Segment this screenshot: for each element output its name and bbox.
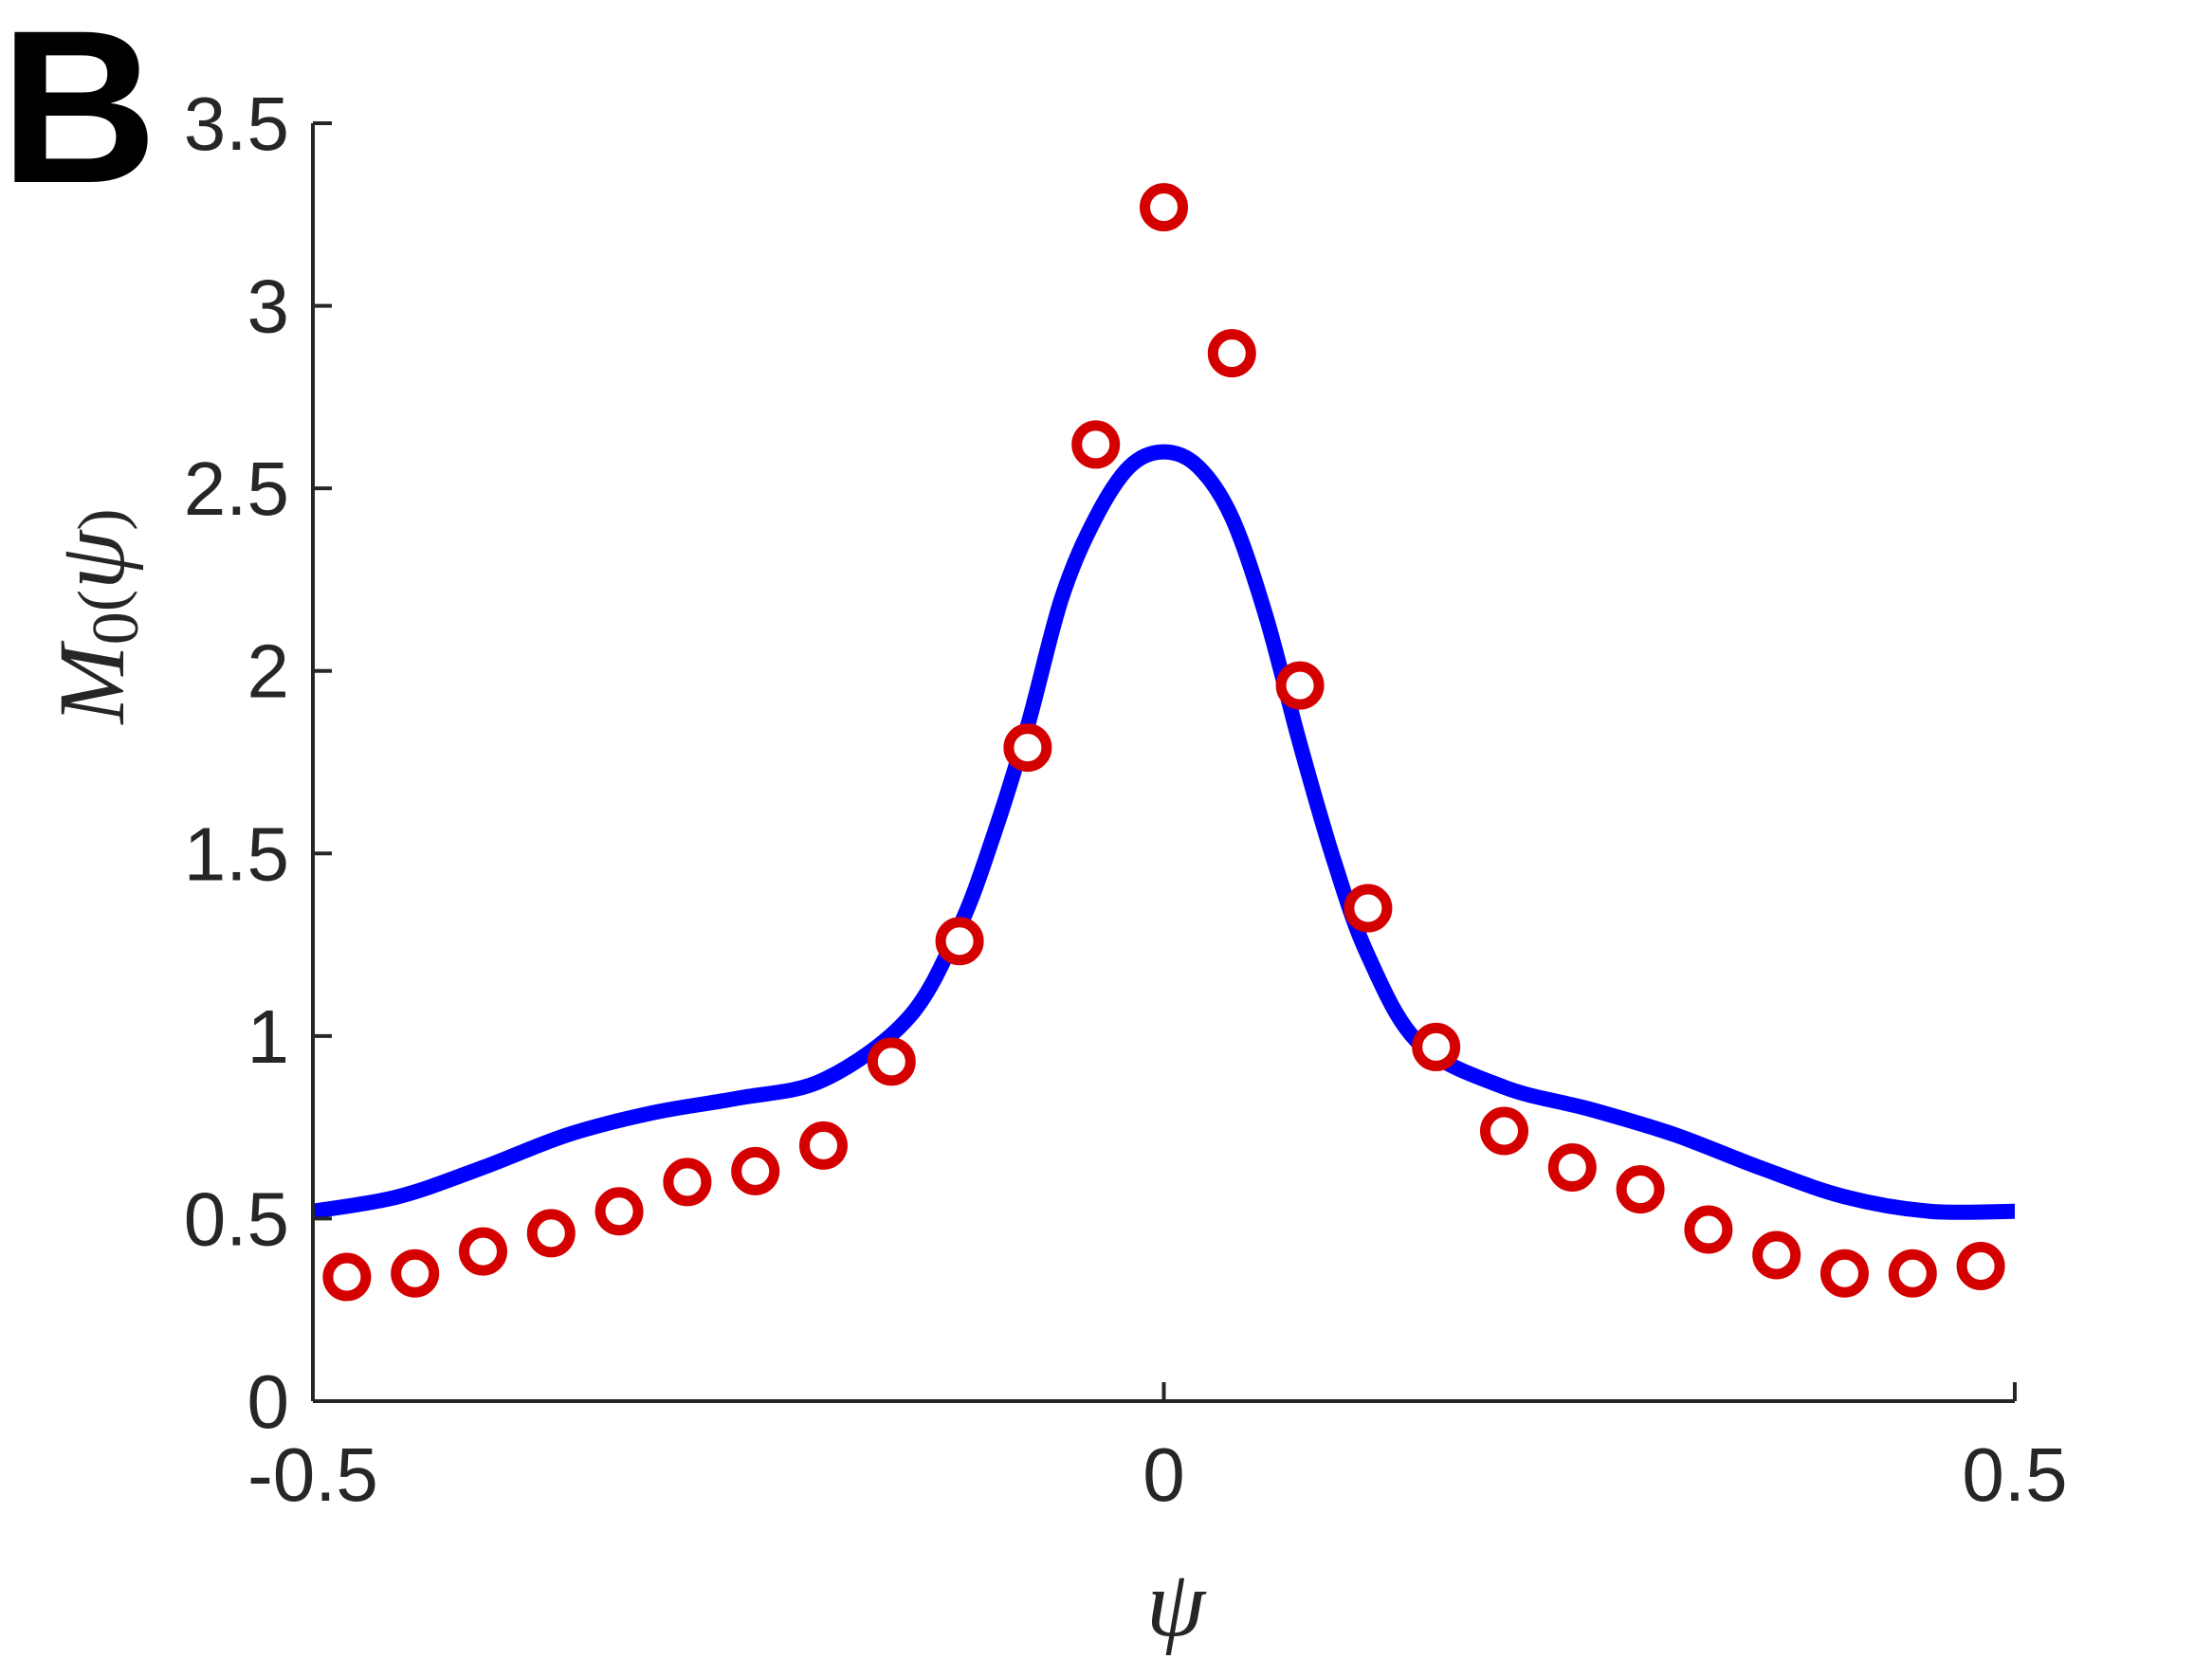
data-point bbox=[1344, 884, 1393, 933]
y-axis-label-open: ( bbox=[65, 590, 138, 611]
data-point bbox=[322, 1252, 372, 1302]
data-point bbox=[1275, 661, 1325, 710]
y-tick-label: 0 bbox=[247, 1359, 290, 1444]
data-point bbox=[1752, 1231, 1801, 1280]
series-line bbox=[311, 444, 2016, 1220]
y-tick-label: 3 bbox=[247, 264, 290, 349]
data-point bbox=[867, 1037, 916, 1086]
data-point bbox=[731, 1146, 780, 1195]
data-point bbox=[1684, 1205, 1733, 1254]
data-point bbox=[1003, 723, 1052, 773]
x-tick-label: -0.5 bbox=[247, 1432, 378, 1517]
data-point bbox=[935, 917, 984, 966]
axes bbox=[311, 121, 2017, 1403]
y-axis-label-sub: 0 bbox=[80, 611, 153, 645]
data-point bbox=[1412, 1022, 1461, 1071]
y-tick-label: 2 bbox=[247, 629, 290, 714]
y-tick-label: 3.5 bbox=[184, 82, 289, 166]
data-point bbox=[526, 1209, 576, 1258]
x-axis-label: ψ bbox=[1146, 1551, 1207, 1656]
data-point bbox=[594, 1187, 644, 1236]
data-point bbox=[1820, 1249, 1869, 1298]
data-point bbox=[1956, 1241, 2005, 1290]
x-tick-label: 0 bbox=[1143, 1432, 1185, 1517]
x-tick-label: 0.5 bbox=[1962, 1432, 2067, 1517]
data-point bbox=[1616, 1165, 1665, 1214]
data-point bbox=[1480, 1106, 1528, 1156]
data-point bbox=[799, 1121, 848, 1170]
y-tick-label: 1 bbox=[247, 994, 290, 1079]
tick-labels: 00.511.522.533.5-0.5 0 0.5 bbox=[184, 82, 2068, 1517]
y-axis-label: M0(ψ) bbox=[39, 508, 153, 725]
data-point bbox=[1140, 183, 1188, 232]
data-point bbox=[459, 1227, 507, 1276]
data-point bbox=[1888, 1249, 1937, 1298]
data-point bbox=[1207, 329, 1256, 378]
data-point bbox=[663, 1158, 712, 1207]
y-tick-label: 1.5 bbox=[184, 811, 289, 896]
y-axis-label-arg: ψ bbox=[39, 529, 144, 590]
y-axis-label-close: ) bbox=[65, 508, 138, 530]
data-point bbox=[1547, 1143, 1597, 1193]
data-point bbox=[1071, 420, 1121, 469]
y-tick-label: 0.5 bbox=[184, 1176, 289, 1261]
series-layer bbox=[311, 183, 2016, 1302]
y-tick-label: 2.5 bbox=[184, 447, 289, 531]
y-axis-label-base: M bbox=[39, 641, 144, 726]
data-point bbox=[391, 1249, 440, 1298]
panel-label: B bbox=[0, 0, 157, 228]
